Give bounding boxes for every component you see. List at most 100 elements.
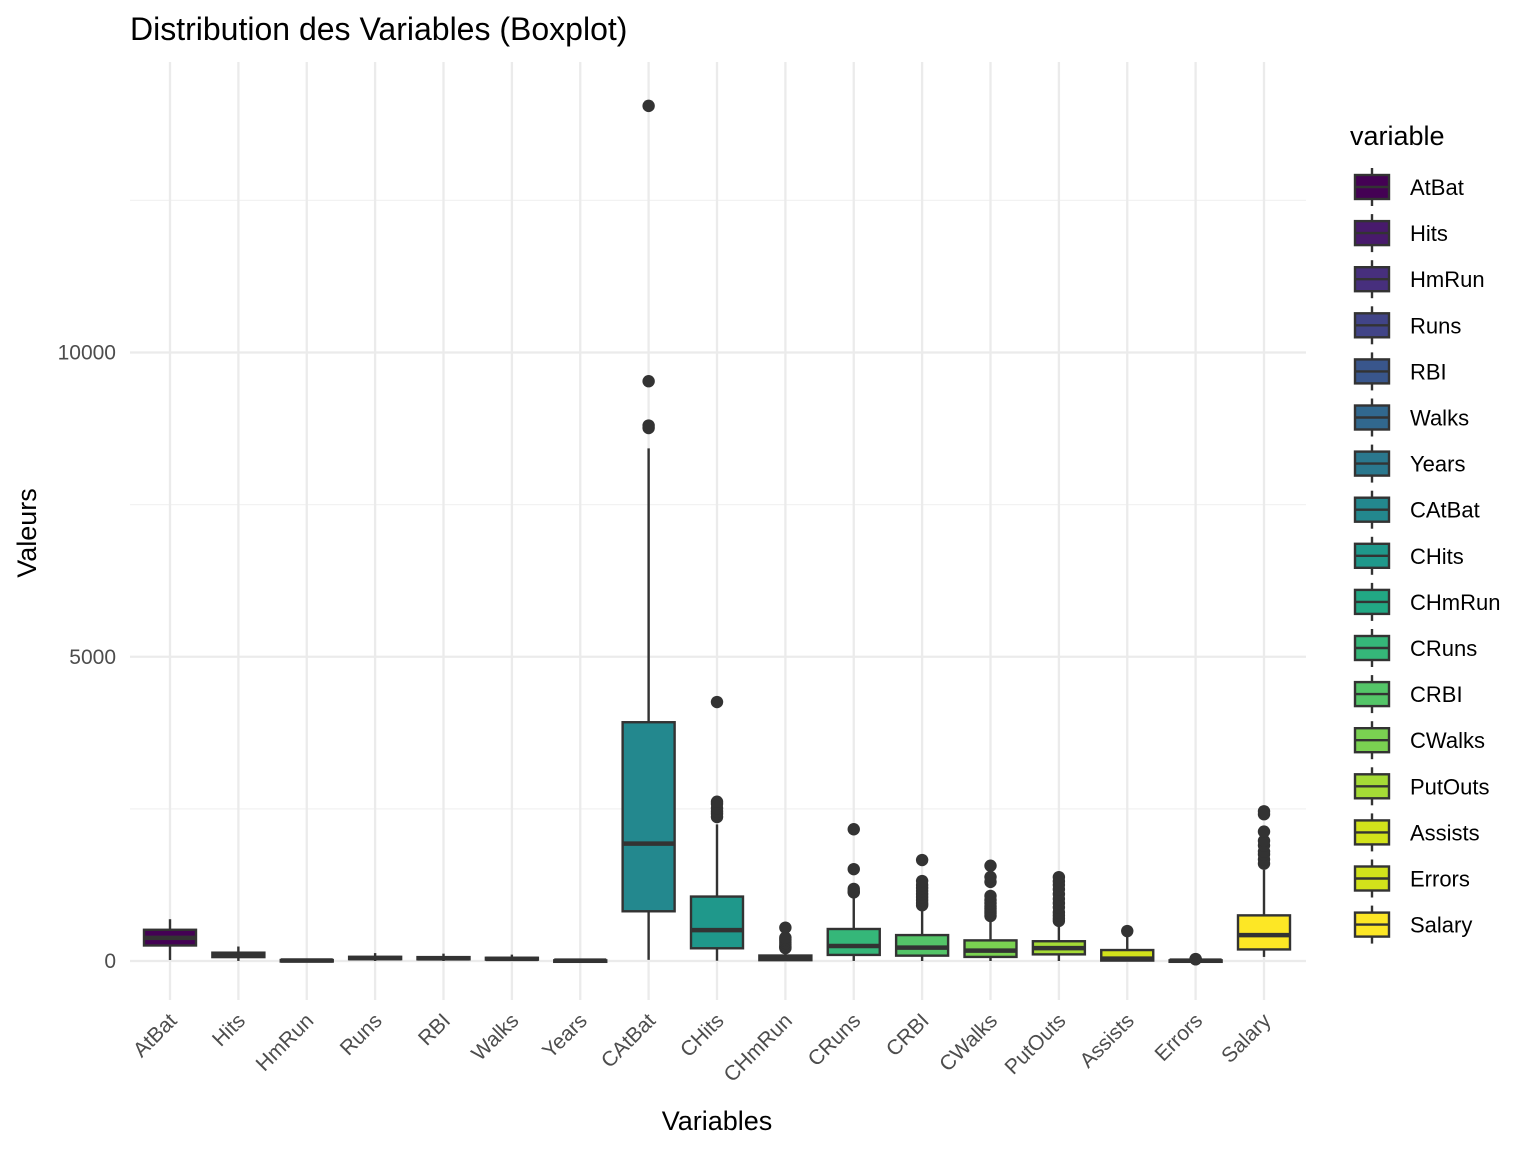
outlier-point [642, 419, 655, 432]
legend-item-walks: Walks [1353, 398, 1469, 437]
box-walks [484, 954, 540, 962]
x-tick-label: CWalks [935, 1009, 1002, 1076]
legend-item-errors: Errors [1353, 859, 1470, 898]
x-tick-label: Assists [1075, 1009, 1138, 1072]
outlier-point [915, 874, 929, 888]
boxplot-series [142, 99, 1292, 966]
x-tick-label: Walks [467, 1009, 523, 1065]
box-hits [211, 946, 266, 961]
x-tick-label: CRBI [882, 1009, 934, 1061]
legend-label: CAtBat [1410, 498, 1480, 523]
legend-item-cwalks: CWalks [1353, 721, 1485, 760]
legend-label: CRuns [1410, 636, 1477, 661]
legend: variable AtBat Hits HmRun Runs RBI Walks Years… [1350, 121, 1500, 944]
box-body [826, 927, 881, 957]
outlier-point [642, 375, 655, 388]
box-rbi [416, 953, 471, 961]
x-axis-ticks: AtBat Hits HmRun Runs RBI Walks Years CAtBat CHi… [129, 1009, 1276, 1087]
outlier-point [1257, 805, 1271, 818]
outlier-point [1121, 924, 1134, 938]
outlier-point [1257, 825, 1271, 838]
box-cruns [826, 823, 881, 961]
box-salary [1236, 805, 1292, 957]
x-tick-label: CHits [676, 1009, 729, 1062]
legend-label: AtBat [1410, 175, 1464, 200]
box-body [894, 933, 950, 957]
box-body [1236, 914, 1292, 951]
legend-label: Years [1410, 452, 1465, 477]
legend-item-crbi: CRBI [1353, 675, 1463, 714]
legend-label: Salary [1410, 913, 1472, 938]
legend-item-rbi: RBI [1353, 352, 1447, 391]
legend-item-catbat: CAtBat [1353, 490, 1480, 529]
outlier-point [847, 882, 860, 896]
legend-label: CWalks [1410, 728, 1485, 753]
legend-item-runs: Runs [1353, 306, 1461, 345]
y-tick-label: 0 [104, 950, 116, 973]
legend-item-salary: Salary [1353, 905, 1472, 944]
legend-item-cruns: CRuns [1353, 629, 1477, 667]
outlier-point [915, 853, 929, 867]
legend-item-chits: CHits [1353, 536, 1464, 575]
outlier-point [710, 795, 724, 808]
legend-label: PutOuts [1410, 774, 1489, 799]
legend-item-years: Years [1353, 444, 1465, 483]
box-years [553, 958, 608, 964]
box-body [621, 721, 676, 913]
box-crbi [894, 853, 950, 961]
legend-label: Walks [1410, 406, 1469, 431]
legend-item-chmrun: CHmRun [1353, 582, 1500, 621]
box-runs [347, 953, 403, 961]
x-tick-label: CAtBat [597, 1009, 660, 1072]
box-catbat [621, 99, 676, 960]
x-tick-label: Hits [208, 1009, 250, 1051]
outlier-point [984, 870, 997, 884]
legend-label: Hits [1410, 221, 1448, 246]
box-putouts [1031, 870, 1087, 961]
x-tick-label: AtBat [129, 1009, 182, 1062]
legend-label: Runs [1410, 313, 1461, 338]
x-tick-label: CHmRun [720, 1009, 797, 1086]
outlier-point [1052, 870, 1066, 884]
x-axis-title: Variables [662, 1106, 773, 1136]
outlier-point [1257, 834, 1271, 848]
outlier-point [984, 859, 997, 872]
legend-label: RBI [1410, 359, 1447, 384]
box-errors [1168, 952, 1223, 966]
x-tick-label: RBI [414, 1009, 455, 1050]
outlier-point [642, 99, 655, 113]
x-tick-label: Salary [1217, 1009, 1276, 1068]
outlier-point [779, 921, 792, 934]
legend-item-hmrun: HmRun [1353, 260, 1485, 299]
box-body [689, 895, 745, 950]
legend-item-atbat: AtBat [1353, 168, 1464, 206]
legend-label: CRBI [1410, 682, 1463, 707]
x-tick-label: PutOuts [1000, 1009, 1070, 1079]
y-axis-ticks: 0 5000 10000 [58, 342, 116, 974]
x-tick-label: Years [538, 1009, 592, 1063]
outlier-point [1189, 952, 1202, 966]
x-tick-label: Errors [1150, 1009, 1207, 1066]
legend-label: CHmRun [1410, 590, 1500, 615]
y-tick-label: 10000 [58, 342, 116, 365]
legend-label: Errors [1410, 867, 1470, 892]
outlier-point [847, 823, 860, 836]
y-axis-title: Valeurs [12, 488, 42, 578]
x-tick-label: HmRun [252, 1009, 319, 1076]
x-tick-label: CRuns [804, 1009, 866, 1071]
legend-item-putouts: PutOuts [1353, 767, 1489, 806]
outlier-point [779, 931, 792, 944]
legend-label: CHits [1410, 544, 1464, 569]
legend-item-assists: Assists [1353, 813, 1480, 852]
legend-item-hits: Hits [1353, 214, 1448, 253]
x-tick-label: Runs [336, 1009, 387, 1060]
y-tick-label: 5000 [69, 646, 116, 669]
outlier-point [847, 862, 860, 876]
legend-title: variable [1350, 121, 1445, 151]
outlier-point [710, 695, 724, 709]
box-hmrun [279, 958, 334, 963]
box-atbat [142, 919, 198, 961]
chart-title: Distribution des Variables (Boxplot) [130, 11, 627, 47]
box-chits [689, 695, 745, 961]
